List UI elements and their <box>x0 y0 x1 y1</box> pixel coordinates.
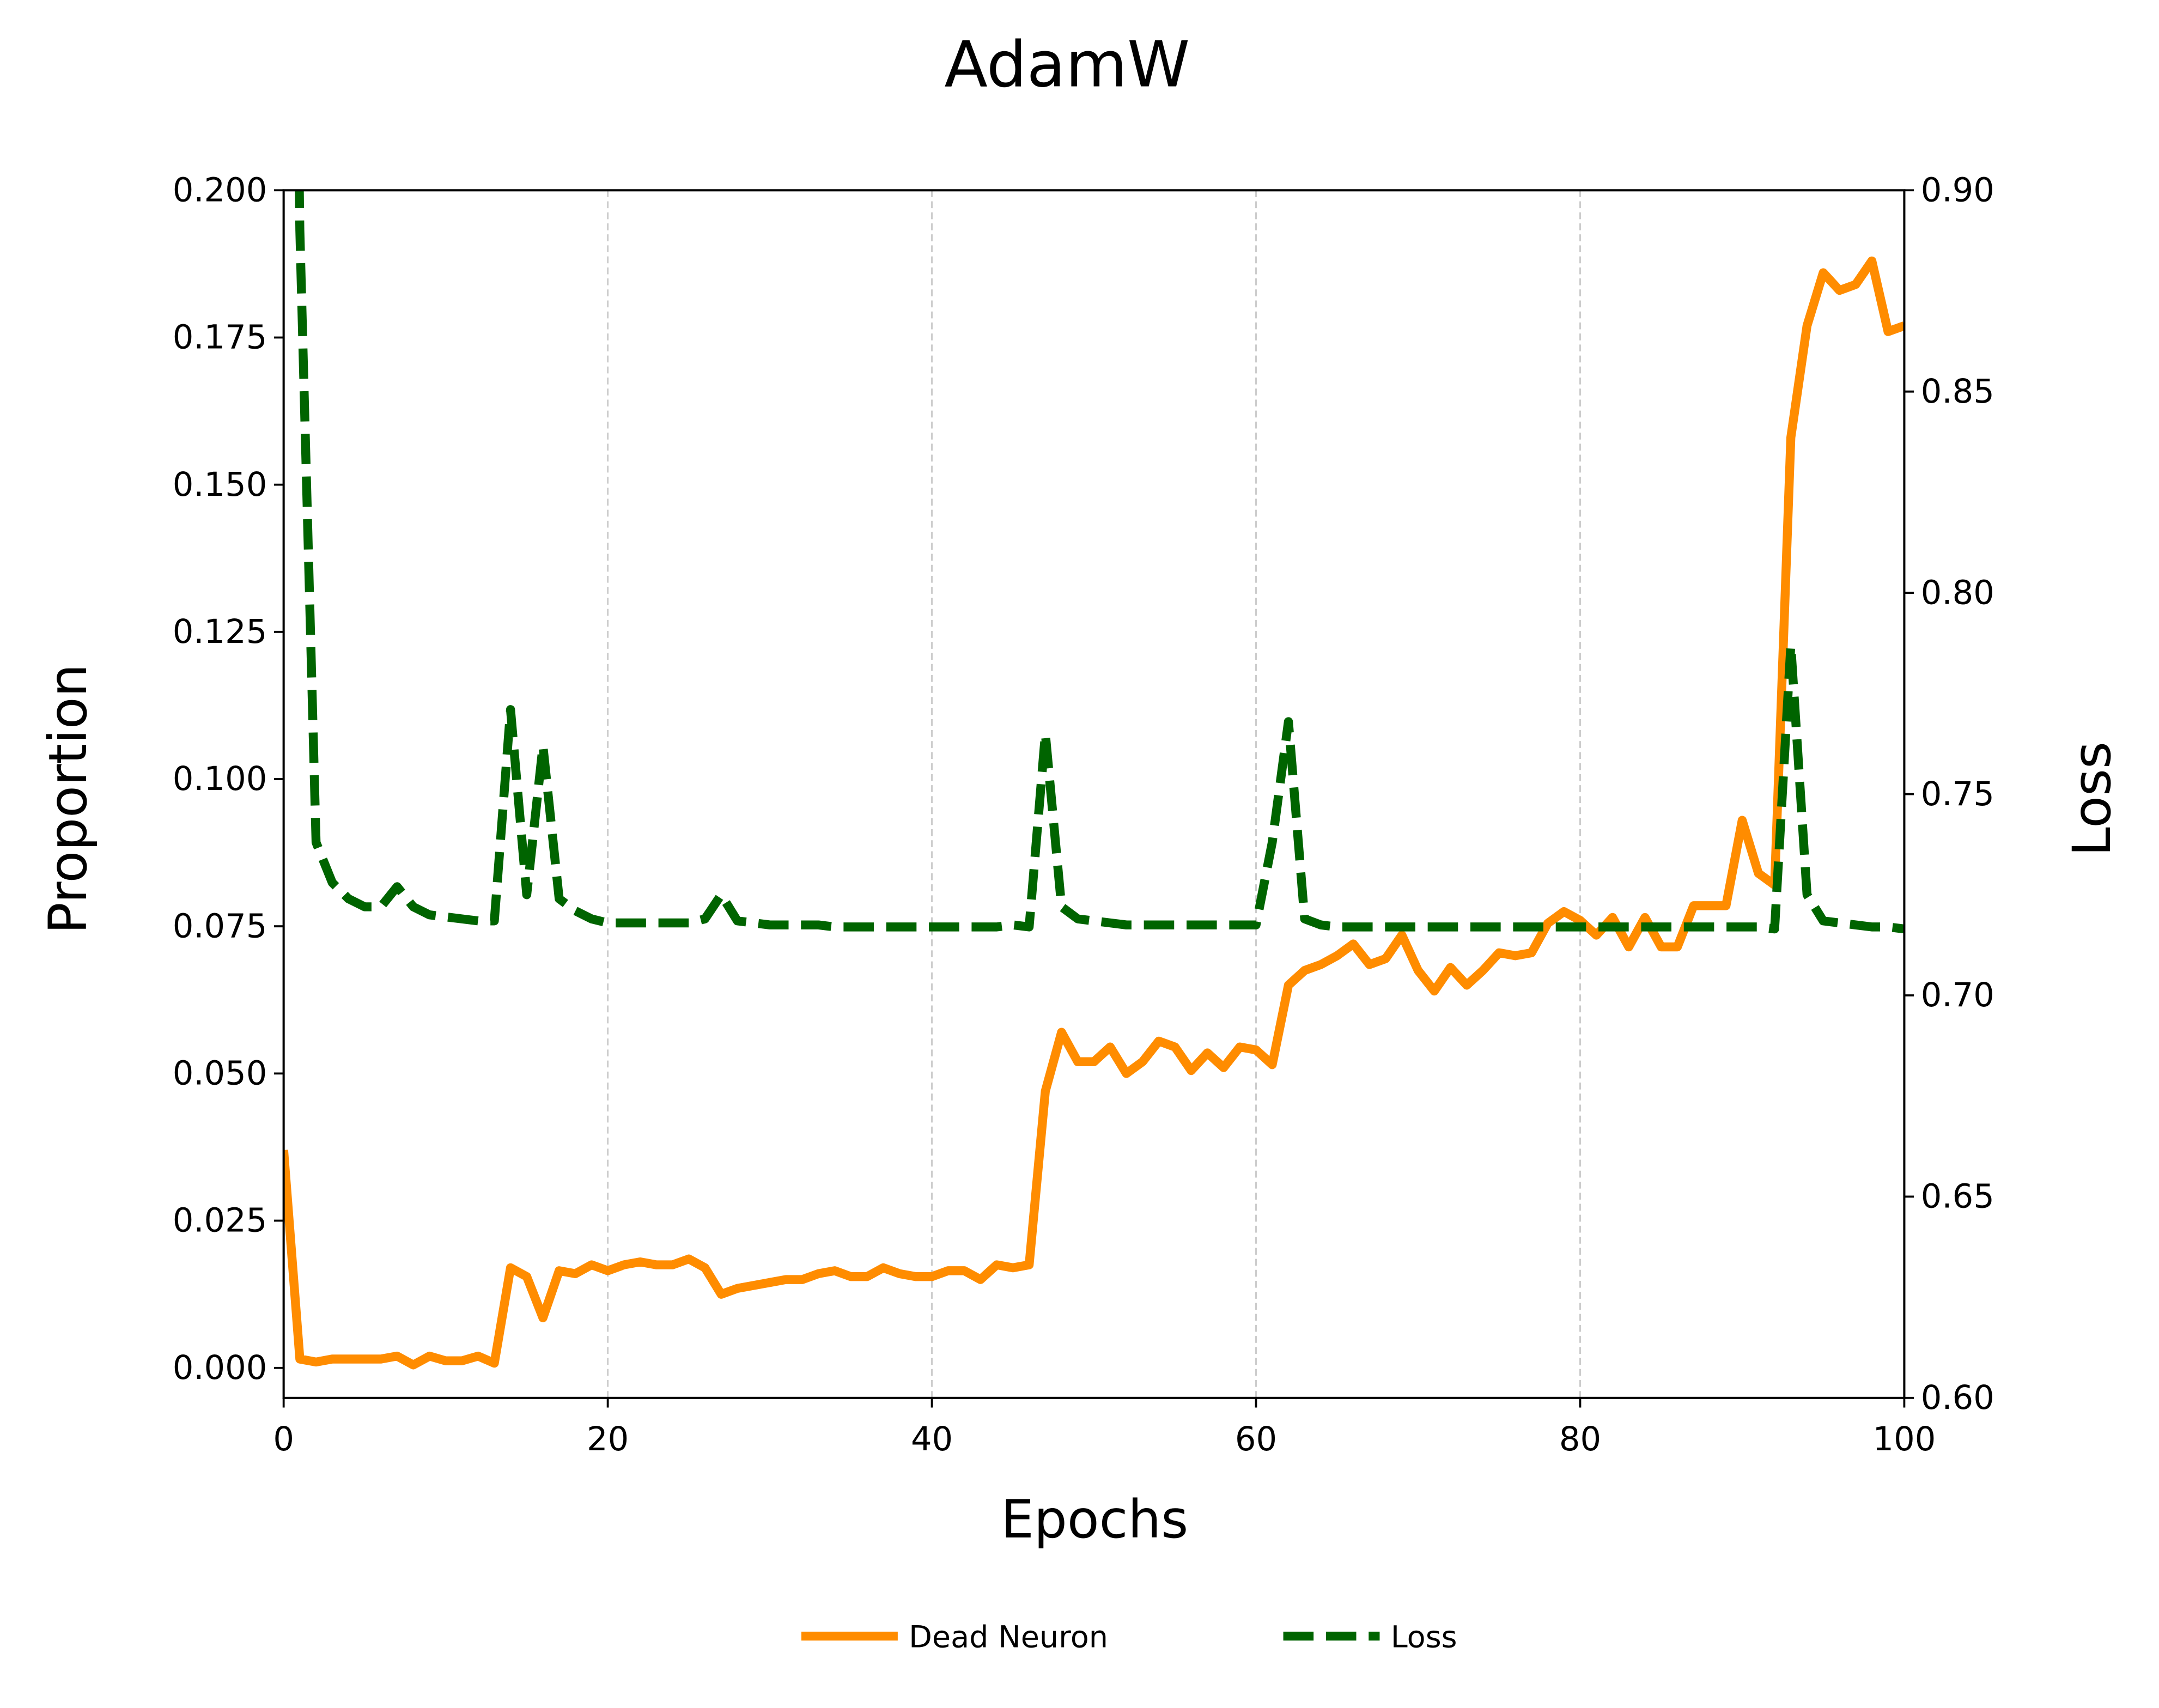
y2-tick-label: 0.60 <box>1921 1379 1994 1417</box>
y2-tick-label: 0.80 <box>1921 574 1994 612</box>
y-tick-label: 0.200 <box>173 172 267 210</box>
legend-label: Dead Neuron <box>909 1619 1108 1655</box>
x-tick-label: 20 <box>587 1420 629 1458</box>
y2-axis-label: Loss <box>2061 741 2122 856</box>
chart-title: AdamW <box>944 28 1190 102</box>
x-tick-label: 60 <box>1235 1420 1277 1458</box>
plot-area <box>283 190 1905 1398</box>
data-line <box>283 256 1905 1370</box>
y2-tick-label: 0.70 <box>1921 976 1994 1014</box>
y2-tick-label: 0.85 <box>1921 373 1994 411</box>
data-line <box>295 190 1905 934</box>
y2-tick-label: 0.75 <box>1921 775 1994 813</box>
y-tick-label: 0.025 <box>173 1202 267 1240</box>
y-tick-label: 0.100 <box>173 760 267 798</box>
y-tick-label: 0.000 <box>173 1349 267 1387</box>
x-tick-label: 0 <box>273 1420 294 1458</box>
x-axis-label: Epochs <box>1001 1489 1188 1550</box>
y-tick-label: 0.125 <box>173 613 267 651</box>
y2-tick-label: 0.65 <box>1921 1178 1994 1216</box>
x-tick-label: 100 <box>1873 1420 1936 1458</box>
legend-label: Loss <box>1391 1619 1457 1655</box>
x-tick-label: 80 <box>1559 1420 1601 1458</box>
y-tick-label: 0.150 <box>173 466 267 504</box>
y-tick-label: 0.175 <box>173 319 267 357</box>
x-tick-label: 40 <box>911 1420 953 1458</box>
y-tick-label: 0.050 <box>173 1055 267 1093</box>
y-axis-label: Proportion <box>38 664 99 934</box>
y-tick-label: 0.075 <box>173 907 267 945</box>
plot-frame <box>282 189 1906 1399</box>
y2-tick-label: 0.90 <box>1921 172 1994 210</box>
